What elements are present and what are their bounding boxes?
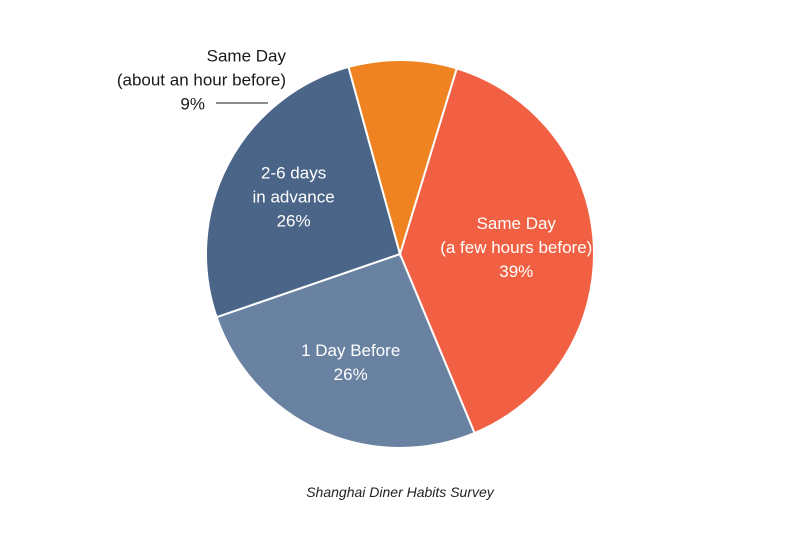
- pie-label-3: 2-6 days in advance 26%: [252, 163, 334, 230]
- chart-caption: Shanghai Diner Habits Survey: [306, 484, 494, 500]
- pie-value-label: 39%: [499, 262, 533, 281]
- pie-slice-4: [347, 59, 458, 258]
- pie-label-2: 1 Day Before 26%: [301, 341, 400, 384]
- pie-category-label: (a few hours before): [440, 238, 592, 257]
- pie-slice-2: [215, 252, 476, 449]
- pie-value-label: 9%: [180, 94, 205, 113]
- pie-label-4: Same Day (about an hour before) 9%: [117, 46, 287, 113]
- pie-labels: Same Day (a few hours before) 39% 1 Day Bef…: [117, 46, 593, 384]
- pie-slice-3: [205, 65, 402, 319]
- pie-label-1: Same Day (a few hours before) 39%: [440, 214, 592, 281]
- pie-slices: [205, 59, 595, 449]
- pie-category-label: in advance: [252, 187, 334, 206]
- pie-category-label: 1 Day Before: [301, 341, 400, 360]
- pie-category-label: Same Day: [207, 46, 287, 65]
- pie-category-label: Same Day: [477, 214, 557, 233]
- pie-value-label: 26%: [277, 211, 311, 230]
- pie-category-label: (about an hour before): [117, 70, 286, 89]
- pie-slice-1: [398, 67, 595, 435]
- pie-category-label: 2-6 days: [261, 163, 326, 182]
- pie-value-label: 26%: [334, 365, 368, 384]
